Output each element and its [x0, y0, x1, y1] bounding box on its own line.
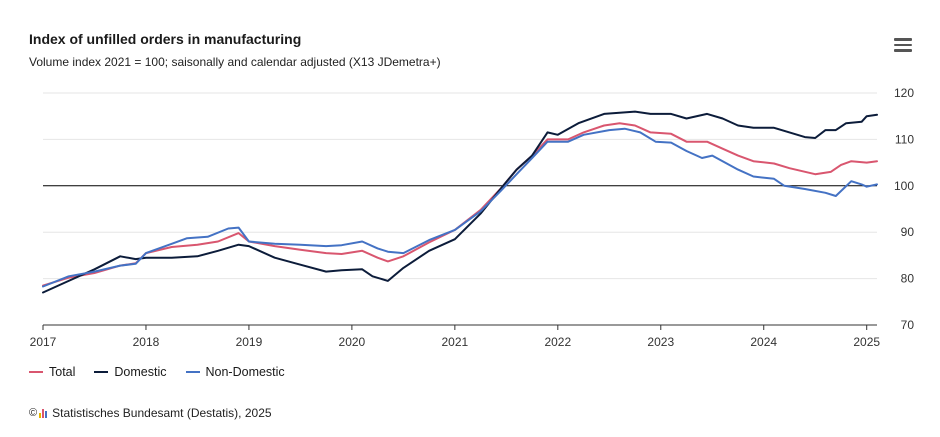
legend-label-non-domestic: Non-Domestic: [205, 365, 285, 379]
y-gridlines: [43, 92, 877, 280]
legend-item-total[interactable]: Total: [29, 365, 75, 379]
y-axis-tick-labels: 70 80 90 100 110 120: [894, 86, 914, 332]
x-tick-label-2020: 2020: [339, 335, 366, 349]
x-tick-label-2021: 2021: [442, 335, 469, 349]
x-tick-label-2018: 2018: [133, 335, 160, 349]
x-tick-label-2025: 2025: [853, 335, 880, 349]
x-axis-tick-labels: 2017 2018 2019 2020 2021 2022 2023 2024 2025: [30, 335, 881, 349]
series-line-domestic: [42, 110, 878, 294]
chart-subtitle: Volume index 2021 = 100; saisonally and …: [29, 55, 441, 69]
x-tick-label-2023: 2023: [647, 335, 674, 349]
series-line-non-domestic: [42, 127, 878, 288]
y-tick-label-70: 70: [901, 318, 915, 332]
series-line-total: [42, 122, 878, 287]
x-axis: [42, 324, 877, 330]
legend-item-domestic[interactable]: Domestic: [94, 365, 167, 379]
hamburger-menu-icon[interactable]: [894, 38, 912, 52]
chart-title: Index of unfilled orders in manufacturin…: [29, 31, 302, 47]
y-tick-label-100: 100: [894, 179, 914, 193]
chart-series: [42, 110, 878, 294]
legend-label-total: Total: [49, 365, 76, 379]
destatis-logo-icon: [39, 408, 48, 418]
x-tick-label-2019: 2019: [236, 335, 263, 349]
y-tick-label-90: 90: [901, 225, 915, 239]
y-tick-label-120: 120: [894, 86, 914, 100]
x-tick-label-2017: 2017: [30, 335, 57, 349]
chart-legend: Total Domestic Non-Domestic: [29, 365, 304, 379]
credits-text: Statistisches Bundesamt (Destatis), 2025: [52, 406, 272, 420]
x-tick-label-2024: 2024: [750, 335, 777, 349]
legend-label-domestic: Domestic: [114, 365, 167, 379]
copyright-icon: ©: [29, 407, 38, 419]
legend-swatch-domestic: [94, 371, 109, 373]
legend-swatch-total: [29, 371, 43, 373]
legend-swatch-non-domestic: [185, 371, 200, 373]
y-tick-label-110: 110: [895, 132, 914, 146]
x-tick-label-2022: 2022: [544, 335, 571, 349]
y-tick-label-80: 80: [901, 272, 915, 286]
credits: © Statistisches Bundesamt (Destatis), 20…: [29, 406, 272, 420]
legend-item-non-domestic[interactable]: Non-Domestic: [185, 365, 285, 379]
